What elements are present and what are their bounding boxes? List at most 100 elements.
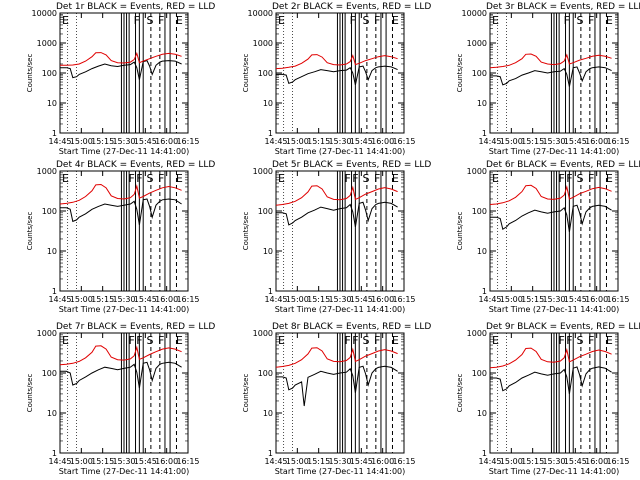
segment-marker: F [134,14,140,27]
y-tick-label: 10000 [32,9,57,18]
y-axis-label: Counts/sec [26,212,34,251]
y-tick-label: 1000 [253,167,273,176]
x-tick-label: 15:45 [134,457,157,466]
x-tick-label: 15:00 [70,137,93,146]
segment-marker: E [176,14,183,27]
x-tick-label: 16:15 [176,137,199,146]
segment-marker: F [588,334,594,347]
segment-marker: F [129,172,135,185]
x-axis-label: Start Time (27-Dec-11 14:41:00) [489,305,620,314]
panel-det-2: Det 2r BLACK = Events, RED = LLD 1 10 100 10… [242,2,431,156]
x-tick-label: 14:45 [478,295,501,304]
x-tick-label: 14:45 [478,457,501,466]
x-tick-label: 15:00 [286,295,309,304]
segment-marker: F [564,14,570,27]
panel-title: Det 7r BLACK = Events, RED = LLD [56,322,215,332]
x-tick-label: 15:30 [112,295,135,304]
segment-marker: E [492,172,499,185]
series-events-line [490,366,612,394]
x-tick-label: 14:45 [264,457,287,466]
series-events-line [490,66,612,87]
segment-marker: E [492,14,499,27]
segment-marker: F [374,172,380,185]
segment-marker: F [559,334,565,347]
segment-marker: F [129,334,135,347]
x-axis-label: Start Time (27-Dec-11 14:41:00) [489,147,620,156]
x-tick-label: 14:45 [264,137,287,146]
x-tick-label: 16:00 [585,457,608,466]
x-tick-label: 15:45 [564,295,587,304]
segment-marker: E [492,334,499,347]
segment-marker: S [362,172,369,185]
x-axis-label: Start Time (27-Dec-11 14:41:00) [59,305,190,314]
segment-marker: F [345,334,351,347]
segment-marker: S [576,172,583,185]
segment-marker: E [606,14,613,27]
panel-title: Det 6r BLACK = Events, RED = LLD [486,160,640,170]
x-tick-label: 15:00 [70,457,93,466]
x-axis-label: Start Time (27-Dec-11 14:41:00) [275,305,406,314]
y-tick-label: 100 [472,69,487,78]
segment-marker: S [146,172,153,185]
x-tick-label: 15:00 [500,137,523,146]
x-tick-label: 15:45 [350,137,373,146]
x-tick-label: 15:30 [112,457,135,466]
x-tick-label: 14:45 [48,295,71,304]
y-tick-label: 10 [263,99,273,108]
series-events-line [490,204,612,232]
y-tick-label: 1 [52,129,57,138]
segment-marker: E [62,14,69,27]
y-tick-label: 1 [268,287,273,296]
segment-marker: E [62,172,69,185]
y-tick-label: 10 [47,247,57,256]
y-tick-label: 1 [482,287,487,296]
x-tick-label: 16:15 [176,295,199,304]
panel-det-7: Det 7r BLACK = Events, RED = LLD 1 10 100 10… [26,322,215,476]
segment-marker: F [136,172,142,185]
y-tick-label: 10 [47,409,57,418]
segment-marker: E [176,334,183,347]
series-lld-line [59,345,182,366]
y-tick-label: 100 [258,69,273,78]
segment-marker: F [352,334,358,347]
segment-marker: F [136,334,142,347]
x-tick-label: 15:00 [286,457,309,466]
x-tick-label: 16:15 [392,295,415,304]
x-tick-label: 15:15 [91,137,114,146]
segment-marker: F [588,172,594,185]
series-events-line [276,65,398,86]
series-lld-line [60,51,182,66]
series-events-line [60,60,182,80]
x-tick-label: 16:00 [371,295,394,304]
x-tick-label: 15:15 [91,457,114,466]
x-axis-label: Start Time (27-Dec-11 14:41:00) [59,147,190,156]
segment-marker: S [576,334,583,347]
segment-marker: S [146,334,153,347]
segment-marker: E [278,14,285,27]
x-tick-label: 15:15 [307,295,330,304]
segment-marker: F [374,14,380,27]
y-tick-label: 1000 [37,167,57,176]
x-tick-label: 15:00 [500,457,523,466]
x-tick-label: 15:45 [134,295,157,304]
x-tick-label: 14:45 [48,137,71,146]
y-tick-label: 10 [477,409,487,418]
y-tick-label: 100 [258,207,273,216]
y-tick-label: 10000 [462,9,487,18]
x-axis-label: Start Time (27-Dec-11 14:41:00) [489,467,620,476]
y-tick-label: 1 [52,287,57,296]
x-tick-label: 15:00 [70,295,93,304]
panel-title: Det 5r BLACK = Events, RED = LLD [272,160,431,170]
y-tick-label: 1 [482,129,487,138]
segment-marker: E [606,334,613,347]
x-tick-label: 16:00 [585,137,608,146]
x-tick-label: 14:45 [48,457,71,466]
y-tick-label: 10 [263,409,273,418]
y-tick-label: 10000 [248,9,273,18]
x-tick-label: 15:30 [328,137,351,146]
segment-marker: F [350,14,356,27]
segment-marker: E [392,172,399,185]
segment-marker: F [345,172,351,185]
x-tick-label: 15:00 [500,295,523,304]
